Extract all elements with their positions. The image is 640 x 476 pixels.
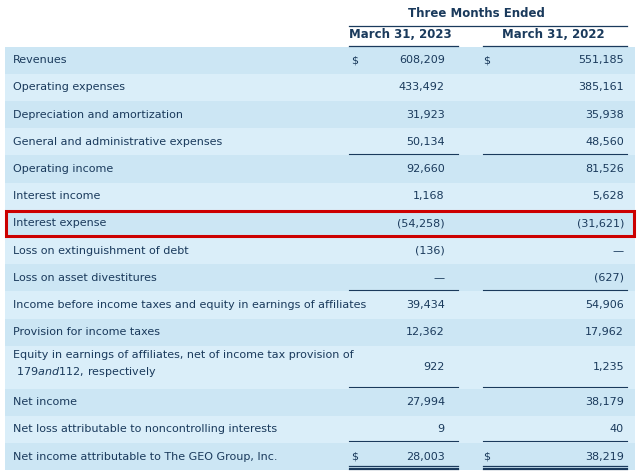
Text: Operating expenses: Operating expenses [13, 82, 125, 92]
Text: 54,906: 54,906 [585, 300, 624, 310]
Bar [5, 346, 635, 389]
Bar [5, 156, 635, 183]
Text: (136): (136) [415, 246, 445, 256]
Bar [5, 74, 635, 101]
Text: $: $ [483, 452, 490, 462]
Text: Net income attributable to The GEO Group, Inc.: Net income attributable to The GEO Group… [13, 452, 277, 462]
Text: Revenues: Revenues [13, 55, 67, 65]
Text: $179 and $112, respectively: $179 and $112, respectively [13, 366, 156, 379]
Text: 551,185: 551,185 [579, 55, 624, 65]
Text: 40: 40 [610, 425, 624, 435]
Text: Depreciation and amortization: Depreciation and amortization [13, 109, 183, 119]
Text: 35,938: 35,938 [585, 109, 624, 119]
Text: 28,003: 28,003 [406, 452, 445, 462]
Bar [5, 210, 635, 237]
Text: Net income: Net income [13, 397, 77, 407]
Text: Operating income: Operating income [13, 164, 113, 174]
Text: Income before income taxes and equity in earnings of affiliates: Income before income taxes and equity in… [13, 300, 366, 310]
Text: $: $ [351, 55, 358, 65]
Text: General and administrative expenses: General and administrative expenses [13, 137, 222, 147]
Text: 50,134: 50,134 [406, 137, 445, 147]
Bar [6, 211, 634, 236]
Text: 92,660: 92,660 [406, 164, 445, 174]
Text: Equity in earnings of affiliates, net of income tax provision of: Equity in earnings of affiliates, net of… [13, 350, 353, 360]
Bar [5, 237, 635, 264]
Text: —: — [434, 273, 445, 283]
Text: 9: 9 [438, 425, 445, 435]
Text: 48,560: 48,560 [585, 137, 624, 147]
Text: 38,179: 38,179 [585, 397, 624, 407]
Text: Net loss attributable to noncontrolling interests: Net loss attributable to noncontrolling … [13, 425, 277, 435]
Text: Three Months Ended: Three Months Ended [408, 7, 545, 20]
Text: 12,362: 12,362 [406, 327, 445, 337]
Text: (31,621): (31,621) [577, 218, 624, 228]
Text: Loss on asset divestitures: Loss on asset divestitures [13, 273, 157, 283]
Text: 922: 922 [424, 362, 445, 372]
Text: Loss on extinguishment of debt: Loss on extinguishment of debt [13, 246, 188, 256]
Text: (627): (627) [594, 273, 624, 283]
Text: (54,258): (54,258) [397, 218, 445, 228]
Text: $: $ [351, 452, 358, 462]
Text: 1,235: 1,235 [593, 362, 624, 372]
Bar [5, 101, 635, 128]
Bar [5, 47, 635, 74]
Bar [5, 318, 635, 346]
Bar [5, 128, 635, 156]
Text: 385,161: 385,161 [579, 82, 624, 92]
Bar [5, 264, 635, 291]
Text: Interest expense: Interest expense [13, 218, 106, 228]
Bar [5, 389, 635, 416]
Text: March 31, 2022: March 31, 2022 [502, 28, 605, 40]
Bar [5, 183, 635, 210]
Text: $: $ [483, 55, 490, 65]
Bar [5, 416, 635, 443]
Bar [5, 443, 635, 470]
Text: 39,434: 39,434 [406, 300, 445, 310]
Text: 608,209: 608,209 [399, 55, 445, 65]
Text: —: — [613, 246, 624, 256]
Text: 81,526: 81,526 [585, 164, 624, 174]
Text: 433,492: 433,492 [399, 82, 445, 92]
Text: March 31, 2023: March 31, 2023 [349, 28, 451, 40]
Bar [5, 291, 635, 318]
Text: 27,994: 27,994 [406, 397, 445, 407]
Text: 38,219: 38,219 [585, 452, 624, 462]
Text: 1,168: 1,168 [413, 191, 445, 201]
Text: 31,923: 31,923 [406, 109, 445, 119]
Text: Interest income: Interest income [13, 191, 100, 201]
Text: 5,628: 5,628 [592, 191, 624, 201]
Text: 17,962: 17,962 [585, 327, 624, 337]
Text: Provision for income taxes: Provision for income taxes [13, 327, 160, 337]
